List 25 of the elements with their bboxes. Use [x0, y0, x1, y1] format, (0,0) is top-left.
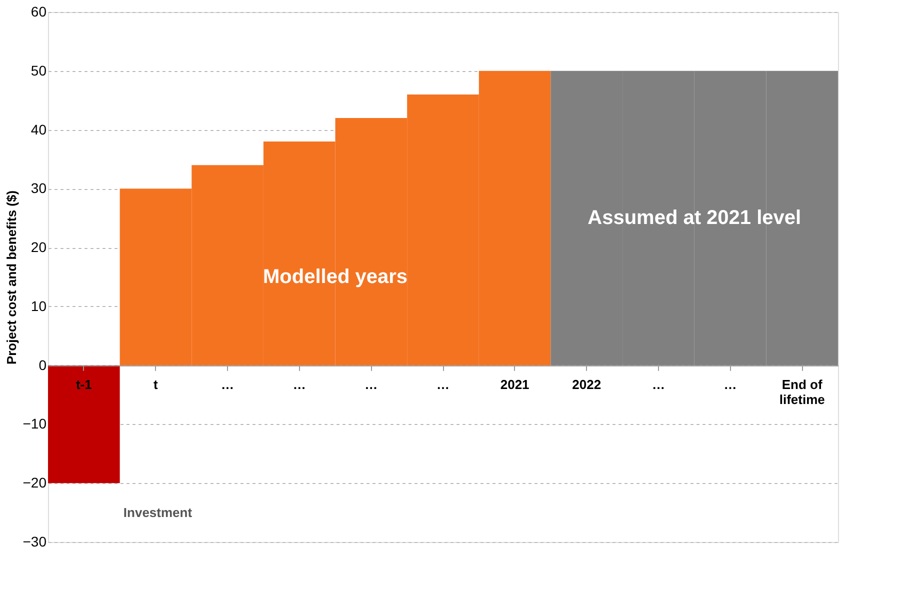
y-tick-label: 40 — [30, 121, 47, 138]
y-tick-label: −20 — [22, 474, 47, 491]
y-tick-label: −30 — [22, 534, 47, 550]
y-tick-label: 30 — [30, 180, 47, 196]
x-tick-label: End of lifetime — [779, 376, 825, 407]
annotation: Assumed at 2021 level — [588, 207, 802, 230]
y-axis-title: Project cost and benefits ($) — [4, 190, 19, 365]
x-tick-label: t — [154, 376, 159, 392]
x-tick-label: … — [436, 376, 450, 392]
x-tick-label: … — [221, 376, 234, 392]
annotation: Investment — [123, 505, 193, 520]
y-tick-label: 60 — [30, 4, 47, 20]
x-tick-label: … — [724, 376, 737, 392]
x-tick-label: t-1 — [76, 376, 92, 392]
x-tick-label: … — [292, 376, 306, 392]
x-tick-label: … — [652, 376, 665, 392]
y-tick-label: 20 — [30, 239, 47, 256]
x-tick-label: … — [364, 376, 378, 392]
y-tick-label: 10 — [30, 298, 47, 314]
x-tick-label: 2022 — [572, 376, 602, 392]
y-tick-label: 50 — [30, 62, 47, 78]
x-tick-label: 2021 — [500, 376, 530, 392]
annotation: Modelled years — [263, 266, 408, 288]
y-tick-label: −10 — [22, 416, 47, 432]
y-tick-label: 0 — [38, 356, 47, 373]
